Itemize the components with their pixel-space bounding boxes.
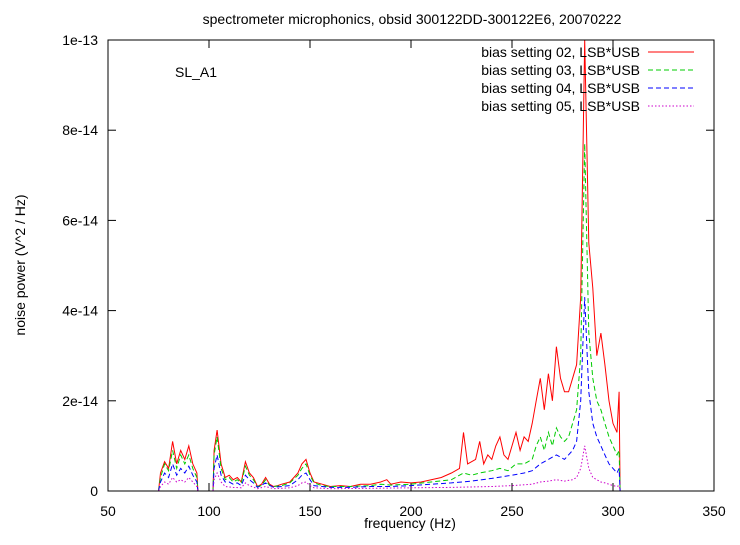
y-axis-label: noise power (V^2 / Hz) <box>12 194 28 335</box>
x-ticks: 50 100 150 200 250 300 350 <box>100 40 726 519</box>
y-tick-label: 6e-14 <box>62 212 98 228</box>
series-layer <box>158 39 621 492</box>
annotation-label: SL_A1 <box>175 64 217 80</box>
plot-frame <box>107 39 715 492</box>
legend-label: bias setting 03, LSB*USB <box>481 62 640 78</box>
x-tick-label: 50 <box>100 503 116 519</box>
legend: bias setting 02, LSB*USB bias setting 03,… <box>481 44 694 114</box>
legend-label: bias setting 02, LSB*USB <box>481 44 640 60</box>
x-tick-label: 150 <box>298 503 322 519</box>
legend-label: bias setting 05, LSB*USB <box>481 98 640 114</box>
x-tick-label: 200 <box>399 503 423 519</box>
y-ticks: 0 2e-14 4e-14 6e-14 8e-14 1e-13 <box>62 32 714 499</box>
y-tick-label: 1e-13 <box>62 32 98 48</box>
y-tick-label: 2e-14 <box>62 393 98 409</box>
y-tick-label: 8e-14 <box>62 122 98 138</box>
x-tick-label: 300 <box>601 503 625 519</box>
series-line-4 <box>158 445 621 492</box>
series-line-3 <box>158 297 621 492</box>
y-tick-label: 0 <box>90 483 98 499</box>
x-tick-label: 250 <box>500 503 524 519</box>
x-tick-label: 350 <box>702 503 726 519</box>
chart-title: spectrometer microphonics, obsid 300122D… <box>203 11 622 27</box>
series-line-1 <box>158 39 621 492</box>
legend-label: bias setting 04, LSB*USB <box>481 80 640 96</box>
y-tick-label: 4e-14 <box>62 303 98 319</box>
series-line-2 <box>158 143 621 492</box>
x-axis-label: frequency (Hz) <box>364 515 456 531</box>
x-tick-label: 100 <box>197 503 221 519</box>
